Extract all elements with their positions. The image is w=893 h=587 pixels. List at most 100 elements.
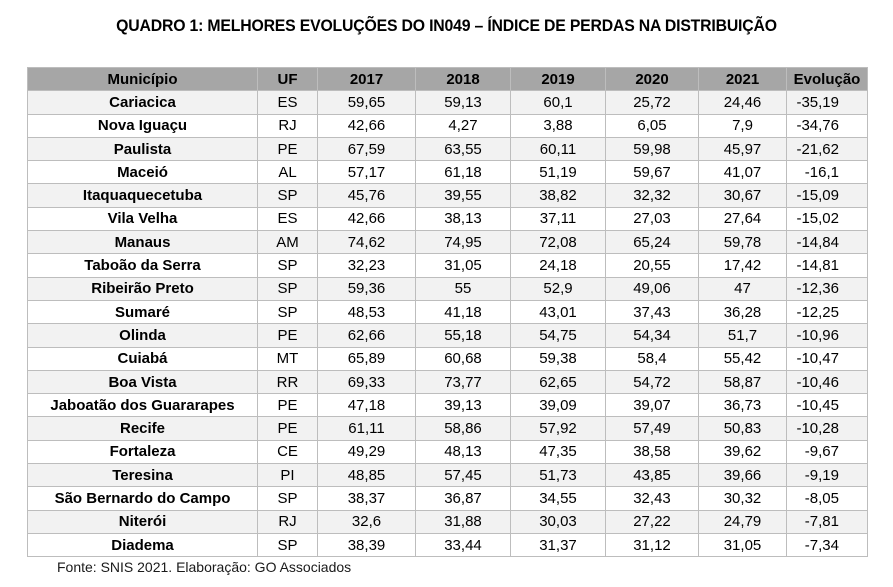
- uf-cell: PI: [257, 463, 318, 488]
- table-row: Teresina PI 48,85 57,45 51,73 43,85 39,66 -9,19: [27, 463, 868, 488]
- evolucao-cell: -21,62: [786, 136, 868, 162]
- value-2018-cell: 33,44: [415, 532, 511, 558]
- table-row: Nova Iguaçu RJ 42,66 4,27 3,88 6,05 7,9 -34,76: [27, 113, 868, 138]
- uf-cell: SP: [257, 532, 318, 558]
- value-2017-cell: 57,17: [317, 160, 416, 185]
- value-2019-cell: 38,82: [510, 183, 606, 208]
- uf-cell: SP: [257, 183, 318, 208]
- value-2020-cell: 39,07: [605, 393, 699, 418]
- value-2020-cell: 57,49: [605, 416, 699, 441]
- municipio-cell: Jaboatão dos Guararapes: [27, 393, 258, 418]
- municipio-cell: Paulista: [27, 136, 258, 162]
- value-2020-cell: 54,34: [605, 323, 699, 348]
- uf-cell: SP: [257, 299, 318, 325]
- value-2020-cell: 32,32: [605, 183, 699, 208]
- value-2017-cell: 67,59: [317, 136, 416, 162]
- column-header-municipio: Município: [27, 66, 258, 92]
- header-row: Município UF 2017 2018 2019 2020 2021 Ev…: [27, 66, 868, 92]
- value-2020-cell: 27,22: [605, 509, 699, 534]
- value-2019-cell: 72,08: [510, 230, 606, 255]
- municipio-cell: Vila Velha: [27, 206, 258, 232]
- evolucao-cell: -15,09: [786, 183, 868, 208]
- column-header-2018: 2018: [415, 66, 511, 92]
- column-header-2017: 2017: [317, 66, 416, 92]
- value-2021-cell: 39,66: [698, 463, 787, 488]
- value-2021-cell: 39,62: [698, 439, 787, 465]
- evolucao-cell: -7,81: [786, 509, 868, 534]
- table-row: Paulista PE 67,59 63,55 60,11 59,98 45,97 -21,6…: [27, 136, 868, 162]
- value-2021-cell: 55,42: [698, 346, 787, 371]
- evolucao-cell: -10,47: [786, 346, 868, 371]
- table-row: Jaboatão dos Guararapes PE 47,18 39,13 39,09…: [27, 393, 868, 418]
- value-2018-cell: 57,45: [415, 463, 511, 488]
- column-header-2021: 2021: [698, 66, 787, 92]
- value-2019-cell: 37,11: [510, 206, 606, 232]
- value-2020-cell: 59,98: [605, 136, 699, 162]
- uf-cell: RJ: [257, 509, 318, 534]
- value-2018-cell: 74,95: [415, 230, 511, 255]
- value-2018-cell: 48,13: [415, 439, 511, 465]
- column-header-evolucao: Evolução: [786, 66, 868, 92]
- value-2017-cell: 42,66: [317, 206, 416, 232]
- table-row: Ribeirão Preto SP 59,36 55 52,9 49,06 47 -12,36: [27, 276, 868, 301]
- value-2018-cell: 36,87: [415, 486, 511, 511]
- value-2017-cell: 38,37: [317, 486, 416, 511]
- uf-cell: ES: [257, 206, 318, 232]
- value-2017-cell: 49,29: [317, 439, 416, 465]
- value-2020-cell: 32,43: [605, 486, 699, 511]
- uf-cell: MT: [257, 346, 318, 371]
- value-2017-cell: 42,66: [317, 113, 416, 138]
- value-2018-cell: 55: [415, 276, 511, 301]
- value-2020-cell: 31,12: [605, 532, 699, 558]
- value-2021-cell: 7,9: [698, 113, 787, 138]
- value-2019-cell: 39,09: [510, 393, 606, 418]
- table-row: Olinda PE 62,66 55,18 54,75 54,34 51,7 -10,96: [27, 323, 868, 348]
- value-2019-cell: 51,73: [510, 463, 606, 488]
- value-2019-cell: 51,19: [510, 160, 606, 185]
- uf-cell: PE: [257, 136, 318, 162]
- value-2019-cell: 54,75: [510, 323, 606, 348]
- municipio-cell: São Bernardo do Campo: [27, 486, 258, 511]
- value-2018-cell: 39,13: [415, 393, 511, 418]
- value-2018-cell: 39,55: [415, 183, 511, 208]
- evolucao-cell: -16,1: [786, 160, 868, 185]
- table-row: Cariacica ES 59,65 59,13 60,1 25,72 24,46 -35,1…: [27, 90, 868, 115]
- value-2018-cell: 73,77: [415, 369, 511, 395]
- value-2020-cell: 54,72: [605, 369, 699, 395]
- table-row: Cuiabá MT 65,89 60,68 59,38 58,4 55,42 -10,47: [27, 346, 868, 371]
- value-2018-cell: 4,27: [415, 113, 511, 138]
- value-2019-cell: 60,1: [510, 90, 606, 115]
- value-2020-cell: 37,43: [605, 299, 699, 325]
- evolucao-cell: -10,96: [786, 323, 868, 348]
- municipio-cell: Fortaleza: [27, 439, 258, 465]
- table-row: Itaquaquecetuba SP 45,76 39,55 38,82 32,32 30,…: [27, 183, 868, 208]
- uf-cell: AM: [257, 230, 318, 255]
- value-2020-cell: 65,24: [605, 230, 699, 255]
- municipio-cell: Niterói: [27, 509, 258, 534]
- value-2020-cell: 49,06: [605, 276, 699, 301]
- uf-cell: CE: [257, 439, 318, 465]
- evolucao-cell: -12,36: [786, 276, 868, 301]
- value-2017-cell: 38,39: [317, 532, 416, 558]
- table-row: São Bernardo do Campo SP 38,37 36,87 34,55 32…: [27, 486, 868, 511]
- uf-cell: SP: [257, 276, 318, 301]
- value-2021-cell: 24,79: [698, 509, 787, 534]
- evolucao-cell: -12,25: [786, 299, 868, 325]
- value-2018-cell: 55,18: [415, 323, 511, 348]
- source-note: Fonte: SNIS 2021. Elaboração: GO Associa…: [57, 559, 352, 575]
- municipio-cell: Diadema: [27, 532, 258, 558]
- evolucao-cell: -9,67: [786, 439, 868, 465]
- value-2021-cell: 58,87: [698, 369, 787, 395]
- value-2018-cell: 38,13: [415, 206, 511, 232]
- value-2018-cell: 31,88: [415, 509, 511, 534]
- evolucao-cell: -34,76: [786, 113, 868, 138]
- value-2021-cell: 36,73: [698, 393, 787, 418]
- table-row: Niterói RJ 32,6 31,88 30,03 27,22 24,79 -7,81: [27, 509, 868, 534]
- value-2019-cell: 31,37: [510, 532, 606, 558]
- value-2019-cell: 62,65: [510, 369, 606, 395]
- evolucao-cell: -14,84: [786, 230, 868, 255]
- value-2021-cell: 30,32: [698, 486, 787, 511]
- value-2021-cell: 45,97: [698, 136, 787, 162]
- value-2021-cell: 47: [698, 276, 787, 301]
- value-2019-cell: 47,35: [510, 439, 606, 465]
